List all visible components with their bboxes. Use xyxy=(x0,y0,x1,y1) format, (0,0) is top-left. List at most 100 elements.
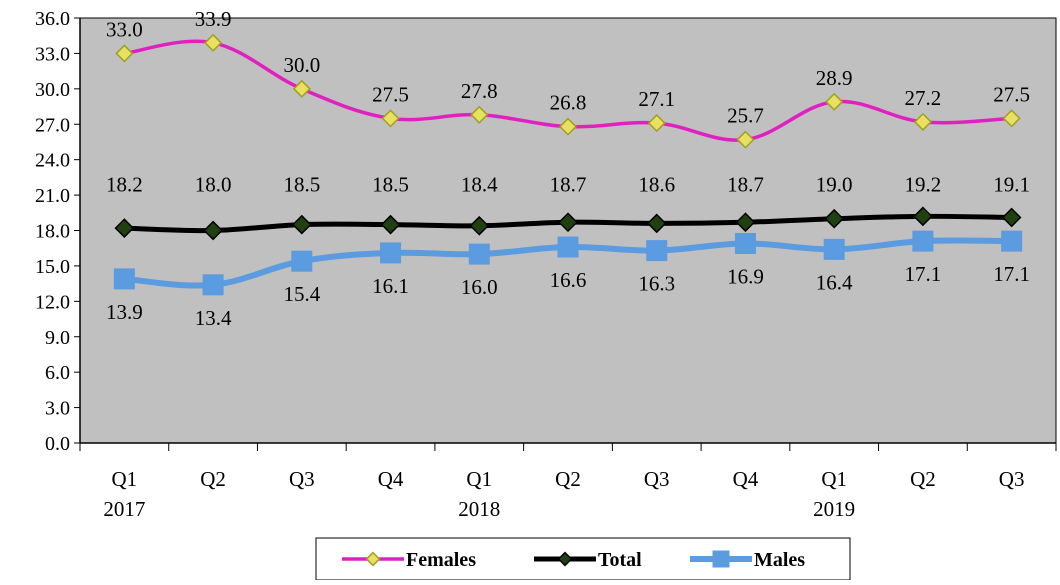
y-tick-label: 3.0 xyxy=(45,398,70,420)
series-males: 13.9 13.4 15.4 16.1 16.0 16.6 16.3 16.9 16.4 17.1… xyxy=(106,230,1030,330)
data-label-females: 33.0 xyxy=(106,17,143,41)
data-point-males xyxy=(557,236,579,258)
data-point-total xyxy=(469,215,490,236)
data-label-total: 18.7 xyxy=(550,172,587,196)
data-point-males xyxy=(113,268,135,290)
data-label-females: 28.9 xyxy=(816,66,853,90)
data-label-total: 18.4 xyxy=(461,172,498,196)
y-tick-label: 15.0 xyxy=(35,256,70,278)
y-tick-label: 0.0 xyxy=(45,433,70,455)
data-point-total xyxy=(114,218,135,238)
legend-entry-males: Males xyxy=(690,549,805,571)
data-point-females xyxy=(470,105,489,124)
data-point-total xyxy=(913,206,933,227)
data-label-females: 26.8 xyxy=(550,91,587,115)
data-label-females: 27.2 xyxy=(905,86,942,110)
y-tick-label: 12.0 xyxy=(35,291,70,313)
data-label-total: 18.6 xyxy=(638,172,675,196)
data-point-females xyxy=(204,33,223,52)
data-point-males xyxy=(734,232,756,254)
y-tick-label: 24.0 xyxy=(35,150,70,172)
x-year-label: 2019 xyxy=(813,497,855,521)
data-label-males: 13.9 xyxy=(106,300,143,324)
legend-entry-females: Females xyxy=(342,549,476,571)
data-point-total xyxy=(824,208,845,229)
data-point-males xyxy=(912,230,934,252)
data-label-males: 13.4 xyxy=(195,306,232,330)
data-label-total: 18.5 xyxy=(283,172,320,196)
data-label-males: 16.0 xyxy=(461,275,498,299)
series-females: 33.0 33.9 30.0 27.5 27.8 26.8 27.1 25.7 28.9 27.2… xyxy=(106,7,1030,149)
legend-marker-females xyxy=(365,551,381,567)
x-axis: Q1 2017 Q2 Q3 Q4 Q1 2018 Q2 Q3 Q4 Q1 2019 Q2 Q3 xyxy=(79,442,1057,521)
data-point-total xyxy=(646,213,667,234)
y-tick-label: 27.0 xyxy=(35,114,70,136)
x-year-label: 2018 xyxy=(458,497,500,521)
data-point-total xyxy=(380,214,401,235)
data-point-total xyxy=(735,212,756,233)
series-layer: 33.0 33.9 30.0 27.5 27.8 26.8 27.1 25.7 28.9 27.2… xyxy=(106,7,1030,330)
data-label-females: 27.5 xyxy=(372,82,409,106)
data-point-males xyxy=(823,238,845,260)
data-label-females: 27.8 xyxy=(461,79,498,103)
legend-label-males: Males xyxy=(754,549,805,571)
x-tick-label: Q3 xyxy=(289,467,315,491)
x-tick-label: Q4 xyxy=(378,467,404,491)
data-label-males: 16.3 xyxy=(638,272,675,296)
data-label-total: 18.0 xyxy=(195,172,232,196)
data-point-total xyxy=(558,212,578,233)
data-point-total xyxy=(203,220,223,241)
data-point-males xyxy=(202,274,224,296)
legend-marker-males xyxy=(712,550,730,568)
y-tick-label: 18.0 xyxy=(35,221,70,243)
data-label-total: 18.2 xyxy=(106,172,143,196)
data-point-females xyxy=(647,114,666,133)
data-point-females xyxy=(381,109,400,128)
data-label-total: 18.7 xyxy=(727,172,764,196)
data-point-females xyxy=(825,92,844,111)
y-tick-label: 33.0 xyxy=(35,43,70,65)
data-point-total xyxy=(291,214,312,235)
data-point-females xyxy=(558,117,578,136)
data-point-females xyxy=(1002,109,1021,128)
legend-label-females: Females xyxy=(406,549,476,571)
data-label-males: 16.1 xyxy=(372,274,409,298)
x-tick-label: Q2 xyxy=(910,467,936,491)
legend: Females Total Males xyxy=(315,537,851,581)
legend-label-total: Total xyxy=(598,549,642,571)
data-point-males xyxy=(291,250,313,272)
data-label-males: 15.4 xyxy=(283,282,320,306)
y-tick-label: 21.0 xyxy=(35,185,70,207)
data-label-total: 18.5 xyxy=(372,172,409,196)
data-label-females: 30.0 xyxy=(283,53,320,77)
y-tick-label: 36.0 xyxy=(35,8,70,30)
x-tick-label: Q4 xyxy=(733,467,759,491)
data-point-total xyxy=(1001,207,1022,228)
data-point-males xyxy=(380,242,402,264)
data-label-males: 16.6 xyxy=(550,268,587,292)
data-point-females xyxy=(292,79,311,98)
data-label-females: 27.1 xyxy=(638,87,675,111)
legend-entry-total: Total xyxy=(534,549,642,571)
y-axis: 0.0 3.0 6.0 9.0 12.0 15.0 18.0 21.0 24.0 27.0 30.0… xyxy=(35,8,81,455)
y-tick-label: 6.0 xyxy=(45,362,70,384)
x-tick-label: Q3 xyxy=(999,467,1025,491)
y-tick-label: 9.0 xyxy=(45,327,70,349)
x-tick-label: Q3 xyxy=(644,467,670,491)
data-point-females xyxy=(115,44,134,63)
data-label-females: 33.9 xyxy=(195,7,232,31)
data-label-total: 19.0 xyxy=(816,172,853,196)
legend-marker-total xyxy=(557,551,573,567)
data-point-males xyxy=(646,240,668,262)
x-year-label: 2017 xyxy=(103,497,145,521)
y-tick-label: 30.0 xyxy=(35,79,70,101)
data-label-males: 16.9 xyxy=(727,264,764,288)
x-tick-label: Q1 xyxy=(466,467,492,491)
data-label-total: 19.2 xyxy=(905,172,942,196)
data-label-total: 19.1 xyxy=(993,172,1030,196)
x-tick-label: Q2 xyxy=(555,467,581,491)
x-tick-label: Q1 xyxy=(112,467,138,491)
data-point-females xyxy=(913,112,932,131)
